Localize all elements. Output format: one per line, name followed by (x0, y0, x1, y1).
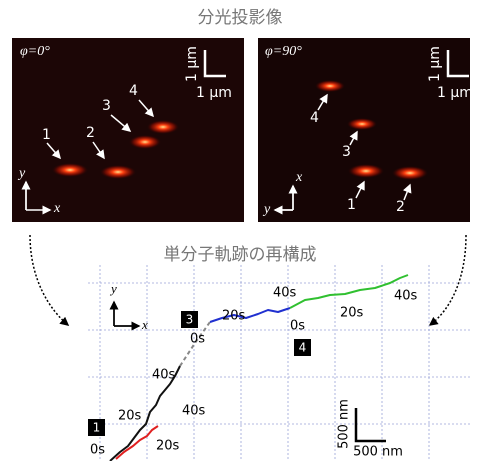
axes (114, 304, 137, 326)
spot-label: 1 (347, 197, 356, 213)
scale-label: 1 μm (196, 85, 232, 101)
axis-label: x (141, 317, 148, 332)
marker-label: 4 (299, 341, 307, 355)
scale-bar (356, 408, 386, 441)
scale-label: 500 nm (337, 399, 352, 449)
time-label: 40s (273, 286, 297, 301)
spot (392, 166, 428, 180)
title: 分光投影像 (198, 8, 283, 28)
spot-label: 4 (310, 110, 319, 126)
spot (315, 80, 345, 92)
spot (52, 163, 88, 177)
flow-arrow (30, 235, 68, 325)
spot (147, 120, 179, 134)
angle: φ=0° (20, 44, 50, 59)
trajectory (290, 275, 408, 308)
spot (100, 165, 136, 179)
time-label: 20s (118, 409, 142, 424)
spot (129, 135, 161, 149)
time-label: 0s (190, 332, 205, 347)
time-label: 0s (90, 443, 105, 458)
marker-label: 3 (186, 313, 194, 327)
spot-label: 2 (396, 199, 405, 215)
scale-label: 1 μm (427, 46, 443, 82)
spot-label: 2 (86, 125, 95, 141)
axis-label: x (53, 201, 61, 216)
scale-label: 1 μm (437, 85, 473, 101)
spot-label: 3 (102, 98, 111, 114)
marker-label: 1 (93, 421, 101, 435)
axis-label: x (295, 170, 303, 185)
time-label: 20s (222, 309, 246, 324)
spot-label: 3 (342, 144, 351, 160)
scale-label: 1 μm (184, 46, 200, 82)
page: {"title":"分光投影像", "panels":[ {"angle":"φ… (0, 0, 481, 461)
time-label: 20s (156, 439, 180, 454)
spot (347, 118, 377, 130)
axis-label: y (109, 281, 117, 296)
spot-label: 1 (42, 127, 51, 143)
angle: φ=90° (265, 44, 302, 59)
scale-label: 500 nm (353, 445, 403, 460)
flow-arrow (430, 235, 466, 325)
figure: 分光投影像 φ=0° 1 μm 1 μm 1 2 3 4 y x φ=90° 1… (0, 0, 481, 461)
title: 単分子軌跡の再構成 (164, 245, 317, 265)
axis-label: y (262, 202, 271, 217)
time-label: 0s (290, 319, 305, 334)
spot-label: 4 (129, 83, 138, 99)
time-label: 20s (340, 306, 364, 321)
trajectory (116, 426, 158, 459)
spot (348, 164, 384, 178)
axis-label: y (17, 166, 26, 181)
time-label: 40s (182, 404, 206, 419)
time-label: 40s (394, 289, 418, 304)
time-label: 40s (152, 368, 176, 383)
